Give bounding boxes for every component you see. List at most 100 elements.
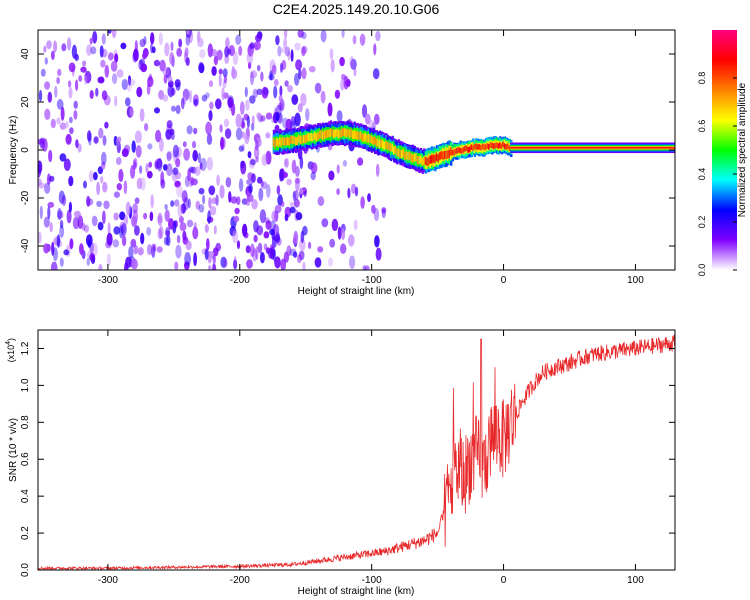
heatmap-cell — [191, 140, 197, 149]
heatmap-cell — [299, 187, 303, 195]
heatmap-cell — [83, 180, 87, 189]
heatmap-cell — [271, 64, 277, 76]
heatmap-cell — [47, 201, 55, 208]
heatmap-cell — [284, 80, 289, 87]
heatmap-cell — [318, 130, 321, 139]
heatmap-cell — [336, 164, 340, 174]
heatmap-cell — [359, 33, 366, 46]
heatmap-cell — [120, 42, 127, 50]
heatmap-cell — [407, 152, 410, 161]
heatmap-cell — [352, 35, 357, 45]
heatmap-cell — [159, 225, 164, 239]
heatmap-cell — [216, 174, 220, 187]
heatmap-cell — [130, 238, 137, 248]
heatmap-cell — [279, 137, 282, 146]
heatmap-cell — [151, 46, 156, 54]
heatmap-cell — [432, 154, 435, 163]
heatmap-cell — [127, 75, 132, 86]
heatmap-cell — [302, 135, 306, 144]
heatmap-cell — [356, 131, 359, 140]
heatmap-cell — [480, 144, 483, 151]
heatmap-cell — [408, 151, 412, 160]
heatmap-cell — [293, 190, 299, 200]
heatmap-cell — [300, 230, 305, 243]
heatmap-cell — [44, 57, 48, 65]
heatmap-cell — [110, 60, 118, 72]
heatmap-cell — [129, 107, 134, 117]
heatmap-cell — [56, 77, 60, 84]
heatmap-cell — [245, 245, 251, 254]
heatmap-cell — [313, 131, 317, 140]
x-tick-label: 100 — [627, 575, 644, 586]
heatmap-cell — [294, 112, 301, 127]
heatmap-cell — [494, 143, 497, 149]
heatmap-cell — [492, 143, 496, 149]
heatmap-cell — [68, 201, 72, 213]
heatmap-cell — [80, 66, 87, 73]
heatmap-cell — [265, 112, 273, 120]
heatmap-cell — [285, 137, 288, 146]
heatmap-cell — [348, 234, 355, 247]
heatmap-cell — [345, 129, 348, 138]
spectrogram-ridge — [272, 120, 675, 174]
heatmap-cell — [124, 262, 129, 270]
heatmap-cell — [378, 140, 382, 149]
heatmap-cell — [310, 171, 316, 181]
heatmap-cell — [261, 181, 268, 190]
heatmap-cell — [53, 40, 58, 53]
heatmap-cell — [275, 137, 279, 147]
heatmap-cell — [175, 104, 181, 115]
snr-x-label: Height of straight line (km) — [298, 586, 415, 597]
heatmap-cell — [453, 149, 456, 156]
heatmap-cell — [75, 139, 79, 149]
heatmap-cell — [283, 38, 288, 49]
heatmap-cell — [232, 230, 239, 244]
heatmap-cell — [48, 175, 55, 182]
heatmap-cell — [79, 243, 84, 255]
heatmap-cell — [287, 51, 291, 61]
heatmap-cell — [388, 142, 391, 151]
heatmap-cell — [295, 59, 303, 71]
heatmap-cell — [251, 173, 256, 183]
heatmap-cell — [227, 97, 234, 108]
heatmap-cell — [373, 208, 380, 222]
x-tick-label: 100 — [627, 275, 644, 286]
heatmap-cell — [50, 261, 58, 270]
colorbar-tick-label: 0.0 — [697, 264, 707, 277]
heatmap-cell — [86, 257, 91, 266]
heatmap-cell — [78, 75, 83, 82]
heatmap-cell — [155, 129, 162, 143]
heatmap-cell — [99, 45, 104, 58]
heatmap-cell — [328, 129, 331, 138]
heatmap-cell — [334, 129, 337, 138]
heatmap-cell — [222, 68, 228, 78]
heatmap-cell — [301, 67, 307, 80]
heatmap-cell — [508, 145, 511, 151]
heatmap-cell — [39, 205, 43, 220]
heatmap-cell — [100, 161, 106, 170]
y-tick-label: 40 — [20, 48, 31, 60]
heatmap-cell — [473, 144, 477, 150]
heatmap-cell — [136, 177, 143, 190]
heatmap-cell — [340, 243, 347, 254]
heatmap-cell — [208, 80, 214, 88]
heatmap-cell — [131, 140, 136, 153]
heatmap-cell — [351, 130, 355, 140]
heatmap-cell — [246, 193, 254, 203]
heatmap-cell — [201, 94, 208, 102]
heatmap-cell — [176, 185, 183, 198]
heatmap-cell — [92, 31, 98, 44]
heatmap-cell — [225, 37, 230, 49]
snr-series-line — [38, 334, 675, 570]
heatmap-cell — [38, 164, 42, 178]
heatmap-cell — [350, 128, 353, 138]
heatmap-cell — [131, 215, 138, 228]
heatmap-cell — [244, 86, 248, 98]
heatmap-cell — [223, 258, 228, 268]
heatmap-cell — [50, 118, 56, 129]
heatmap-cell — [418, 156, 421, 165]
heatmap-cell — [231, 65, 235, 78]
heatmap-cell — [375, 138, 378, 147]
heatmap-cell — [180, 203, 186, 214]
